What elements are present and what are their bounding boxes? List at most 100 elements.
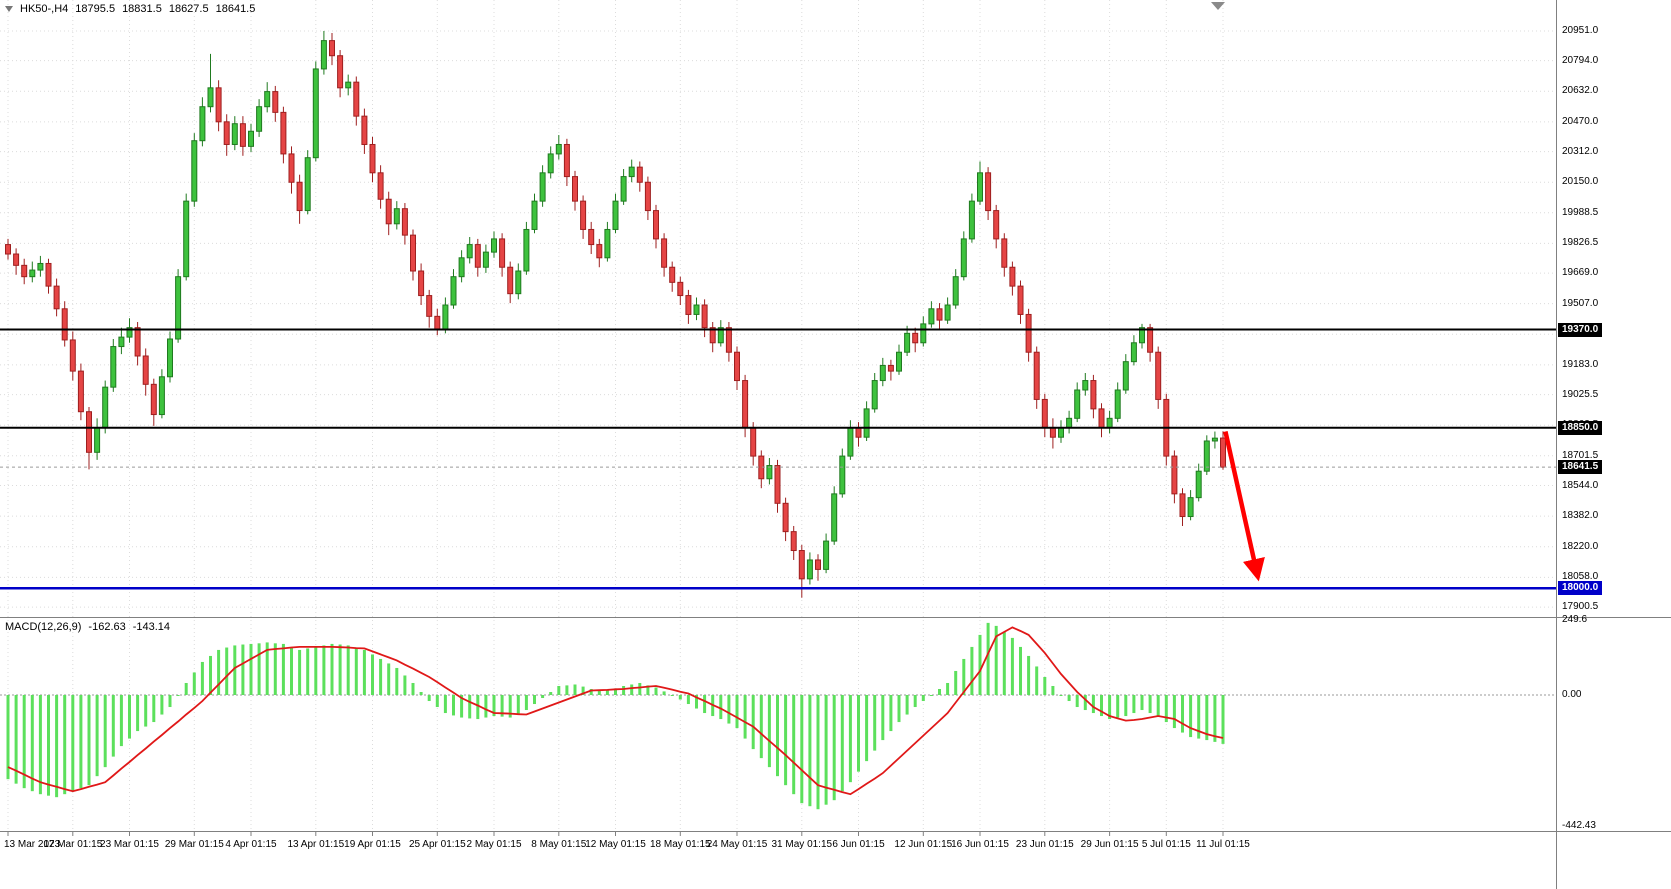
macd-histogram-bar bbox=[492, 695, 496, 717]
candle bbox=[134, 322, 141, 366]
candle bbox=[839, 448, 846, 498]
candle bbox=[426, 289, 433, 328]
candle bbox=[1195, 463, 1202, 502]
candle bbox=[863, 401, 870, 441]
candle bbox=[1211, 431, 1218, 449]
macd-histogram-bar bbox=[622, 685, 626, 696]
macd-histogram-bar bbox=[759, 695, 763, 759]
candle bbox=[920, 316, 927, 347]
macd-histogram-bar bbox=[516, 695, 520, 714]
macd-histogram-bar bbox=[573, 684, 577, 696]
price-axis-label: 20951.0 bbox=[1562, 24, 1599, 36]
macd-histogram-bar bbox=[1156, 695, 1160, 717]
macd-histogram-bar bbox=[1059, 695, 1063, 697]
macd-histogram-bar bbox=[192, 672, 196, 696]
candle bbox=[215, 80, 222, 132]
candle bbox=[1041, 393, 1048, 438]
candle bbox=[977, 161, 983, 205]
macd-histogram-bar bbox=[1148, 695, 1152, 714]
macd-histogram-bar bbox=[233, 645, 237, 696]
macd-histogram-bar bbox=[832, 695, 836, 801]
candle bbox=[264, 82, 271, 113]
candle bbox=[353, 76, 360, 126]
macd-histogram-bar bbox=[1075, 695, 1079, 708]
macd-histogram-bar bbox=[1213, 695, 1217, 742]
candle bbox=[928, 301, 935, 328]
candle bbox=[13, 248, 20, 275]
macd-histogram-bar bbox=[638, 682, 642, 696]
price-badge-19370.0: 19370.0 bbox=[1558, 322, 1603, 337]
candle bbox=[256, 99, 263, 137]
candle bbox=[77, 363, 84, 421]
candle bbox=[207, 53, 214, 113]
macd-signal-value: -143.14 bbox=[132, 621, 171, 633]
candle bbox=[45, 258, 52, 294]
candle bbox=[37, 255, 44, 277]
macd-histogram-bar bbox=[913, 695, 917, 708]
macd-axis-top-label: 249.6 bbox=[1562, 614, 1588, 625]
candle bbox=[491, 231, 497, 258]
trend-arrow[interactable] bbox=[1223, 431, 1265, 582]
macd-name: MACD(12,26,9) bbox=[5, 621, 82, 633]
macd-histogram-bar bbox=[30, 695, 34, 792]
time-axis-label: 13 Apr 01:15 bbox=[287, 839, 345, 850]
macd-histogram-bar bbox=[95, 695, 99, 777]
candle bbox=[539, 165, 546, 207]
time-axis-label: 29 Jun 01:15 bbox=[1080, 839, 1139, 850]
macd-histogram-bar bbox=[322, 645, 326, 696]
macd-histogram-bar bbox=[921, 695, 925, 702]
candle bbox=[110, 339, 117, 392]
macd-histogram-bar bbox=[654, 687, 658, 696]
macd-value: -162.63 bbox=[88, 621, 126, 633]
macd-histogram-bar bbox=[460, 695, 464, 718]
macd-histogram-bar bbox=[168, 695, 172, 708]
candle bbox=[361, 108, 368, 154]
time-axis[interactable]: 13 Mar 2023 17 Mar 01:15 23 Mar 01:15 29 Ma… bbox=[0, 832, 1556, 889]
macd-histogram-bar bbox=[346, 645, 350, 696]
macd-histogram-bar bbox=[87, 695, 91, 786]
time-axis-label: 29 Mar 01:15 bbox=[164, 839, 224, 850]
candle bbox=[434, 308, 441, 336]
price-axis-label: 20150.0 bbox=[1562, 176, 1599, 188]
macd-histogram-bar bbox=[1108, 695, 1112, 720]
time-axis-label: 5 Jul 01:15 bbox=[1141, 839, 1191, 850]
macd-histogram-bar bbox=[848, 695, 852, 783]
macd-histogram-bar bbox=[1205, 695, 1209, 741]
macd-histogram-bar bbox=[273, 643, 277, 696]
macd-histogram-bar bbox=[435, 695, 439, 708]
macd-histogram-bar bbox=[1172, 695, 1176, 729]
macd-histogram-bar bbox=[476, 695, 480, 720]
symbol-timeframe: HK50-,H4 bbox=[20, 3, 69, 15]
chart-shift-marker[interactable] bbox=[1211, 2, 1225, 10]
candle bbox=[887, 359, 894, 381]
candle bbox=[580, 195, 587, 239]
macd-histogram-bar bbox=[249, 643, 253, 696]
candle bbox=[239, 116, 246, 156]
macd-histogram-bar bbox=[379, 658, 383, 696]
candle bbox=[1114, 382, 1121, 423]
candle bbox=[1009, 261, 1016, 296]
macd-histogram-bar bbox=[1051, 685, 1055, 696]
candle bbox=[418, 263, 425, 306]
candle bbox=[1179, 488, 1186, 526]
candle bbox=[1017, 280, 1024, 324]
macd-histogram-bar bbox=[103, 695, 107, 768]
candle bbox=[1203, 435, 1210, 475]
ohlc-low: 18627.5 bbox=[168, 3, 209, 15]
macd-signal-line bbox=[7, 626, 1224, 796]
candle bbox=[401, 203, 408, 245]
macd-histogram-bar bbox=[111, 695, 115, 757]
macd-histogram-bar bbox=[1067, 695, 1071, 702]
candle bbox=[1130, 335, 1137, 366]
price-axis-label: 17900.5 bbox=[1562, 601, 1599, 613]
time-axis-label: 2 May 01:15 bbox=[466, 839, 522, 850]
price-axis-label: 20794.0 bbox=[1562, 54, 1599, 66]
macd-histogram-bar bbox=[217, 649, 221, 696]
price-axis-label: 18058.0 bbox=[1562, 571, 1599, 583]
macd-histogram-bar bbox=[1010, 637, 1014, 696]
macd-histogram-bar bbox=[719, 695, 723, 720]
price-axis[interactable]: 20951.0 20794.0 20632.0 20470.0 20312.0 20150… bbox=[1557, 0, 1671, 831]
macd-histogram-bar bbox=[14, 695, 18, 784]
candle bbox=[871, 372, 878, 413]
